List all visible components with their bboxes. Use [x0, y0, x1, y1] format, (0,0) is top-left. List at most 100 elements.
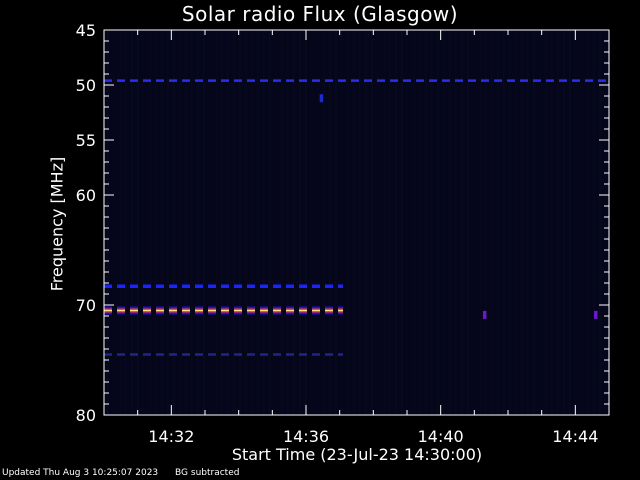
- background-streak: [587, 30, 589, 415]
- plot-background: [104, 30, 609, 415]
- spot-1: [482, 310, 487, 319]
- background-streak: [311, 30, 313, 415]
- x-tick-label: 14:40: [418, 427, 464, 446]
- background-streak: [167, 30, 169, 415]
- background-streak: [401, 30, 403, 415]
- background-streak: [281, 30, 283, 415]
- background-streak: [605, 30, 607, 415]
- background-streak: [509, 30, 511, 415]
- y-tick-label: 70: [76, 296, 96, 315]
- background-streak: [377, 30, 379, 415]
- background-streak: [539, 30, 541, 415]
- background-streak: [353, 30, 355, 415]
- background-streak: [503, 30, 505, 415]
- background-streak: [341, 30, 343, 415]
- background-streak: [323, 30, 325, 415]
- background-streak: [197, 30, 199, 415]
- background-streak: [455, 30, 457, 415]
- background-streak: [263, 30, 265, 415]
- background-streak: [473, 30, 475, 415]
- background-streak: [209, 30, 211, 415]
- background-streak: [593, 30, 595, 415]
- background-streak: [155, 30, 157, 415]
- background-streak: [245, 30, 247, 415]
- background-streak: [257, 30, 259, 415]
- background-streak: [563, 30, 565, 415]
- background-streak: [419, 30, 421, 415]
- background-streak: [293, 30, 295, 415]
- background-streak: [221, 30, 223, 415]
- background-streak: [113, 30, 115, 415]
- background-streak: [287, 30, 289, 415]
- background-streak: [425, 30, 427, 415]
- background-streak: [389, 30, 391, 415]
- background-streak: [305, 30, 307, 415]
- background-streak: [203, 30, 205, 415]
- background-streak: [161, 30, 163, 415]
- background-streak: [365, 30, 367, 415]
- background-streak: [185, 30, 187, 415]
- y-tick-label: 60: [76, 186, 96, 205]
- background-streak: [107, 30, 109, 415]
- background-streak: [479, 30, 481, 415]
- background-streak: [131, 30, 133, 415]
- background-streak: [191, 30, 193, 415]
- background-streak: [395, 30, 397, 415]
- x-tick-label: 14:36: [283, 427, 329, 446]
- background-streak: [233, 30, 235, 415]
- footer: Updated Thu Aug 3 10:25:07 2023 BG subtr…: [2, 468, 253, 478]
- y-tick-label: 55: [76, 131, 96, 150]
- background-streak: [215, 30, 217, 415]
- background-streak: [329, 30, 331, 415]
- y-tick-label: 50: [76, 76, 96, 95]
- background-streak: [179, 30, 181, 415]
- background-streak: [347, 30, 349, 415]
- updated-timestamp: Updated Thu Aug 3 10:25:07 2023: [2, 468, 159, 478]
- background-streak: [359, 30, 361, 415]
- x-tick-label: 14:32: [148, 427, 194, 446]
- background-streak: [485, 30, 487, 415]
- x-axis-label: Start Time (23-Jul-23 14:30:00): [231, 445, 483, 464]
- background-streak: [467, 30, 469, 415]
- background-streak: [497, 30, 499, 415]
- background-streak: [545, 30, 547, 415]
- background-streak: [581, 30, 583, 415]
- background-streak: [317, 30, 319, 415]
- background-streak: [431, 30, 433, 415]
- background-streak: [371, 30, 373, 415]
- background-streak: [227, 30, 229, 415]
- background-streak: [533, 30, 535, 415]
- background-streak: [515, 30, 517, 415]
- background-streak: [413, 30, 415, 415]
- background-streak: [491, 30, 493, 415]
- background-streak: [461, 30, 463, 415]
- background-note: BG subtracted: [175, 468, 240, 478]
- background-streak: [137, 30, 139, 415]
- background-streak: [143, 30, 145, 415]
- x-tick-label: 14:44: [552, 427, 598, 446]
- background-streak: [599, 30, 601, 415]
- background-streak: [269, 30, 271, 415]
- plot-frame: [103, 29, 610, 416]
- y-tick-label: 80: [76, 406, 96, 425]
- background-streak: [383, 30, 385, 415]
- background-streak: [275, 30, 277, 415]
- background-streak: [299, 30, 301, 415]
- background-streak: [251, 30, 253, 415]
- spot-2: [594, 310, 598, 319]
- background-streak: [407, 30, 409, 415]
- background-streak: [575, 30, 577, 415]
- y-tick-label: 45: [76, 21, 96, 40]
- chart-title: Solar radio Flux (Glasgow): [181, 2, 459, 26]
- background-streak: [437, 30, 439, 415]
- background-streak: [149, 30, 151, 415]
- background-streak: [335, 30, 337, 415]
- background-streak: [527, 30, 529, 415]
- background-streak: [551, 30, 553, 415]
- background-streak: [557, 30, 559, 415]
- background-streak: [239, 30, 241, 415]
- spot-0: [319, 94, 324, 103]
- background-streak: [443, 30, 445, 415]
- background-streak: [173, 30, 175, 415]
